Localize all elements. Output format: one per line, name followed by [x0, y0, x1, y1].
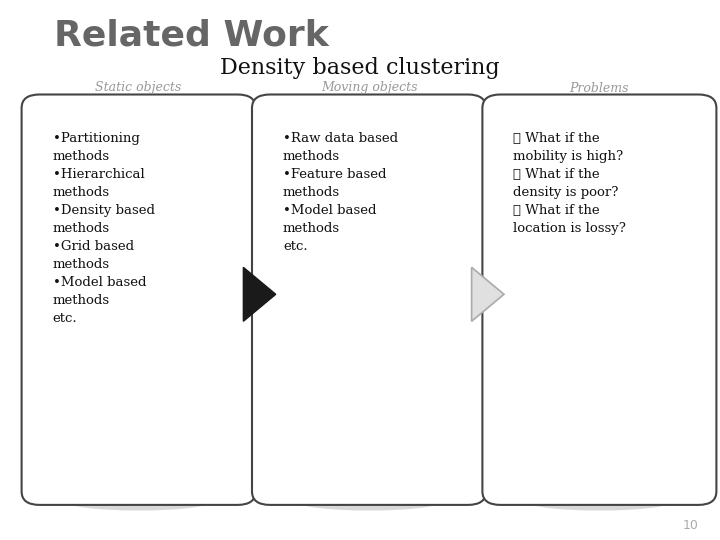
Ellipse shape — [294, 491, 444, 511]
Text: •Partitioning
methods
•Hierarchical
methods
•Density based
methods
•Grid based
m: •Partitioning methods •Hierarchical meth… — [53, 132, 155, 325]
Text: Density based clustering: Density based clustering — [220, 57, 500, 79]
Text: Moving objects: Moving objects — [320, 82, 418, 94]
Text: Static objects: Static objects — [96, 82, 181, 94]
Text: Problems: Problems — [570, 82, 629, 94]
Polygon shape — [472, 267, 504, 321]
FancyBboxPatch shape — [252, 94, 486, 505]
FancyBboxPatch shape — [482, 94, 716, 505]
Text: ➤ What if the
mobility is high?
➤ What if the
density is poor?
➤ What if the
loc: ➤ What if the mobility is high? ➤ What i… — [513, 132, 626, 235]
Ellipse shape — [64, 491, 213, 511]
Text: •Raw data based
methods
•Feature based
methods
•Model based
methods
etc.: •Raw data based methods •Feature based m… — [283, 132, 398, 253]
Text: Related Work: Related Work — [54, 19, 329, 53]
Polygon shape — [243, 267, 276, 321]
Text: 10: 10 — [683, 519, 698, 532]
Ellipse shape — [525, 491, 674, 511]
FancyBboxPatch shape — [22, 94, 256, 505]
